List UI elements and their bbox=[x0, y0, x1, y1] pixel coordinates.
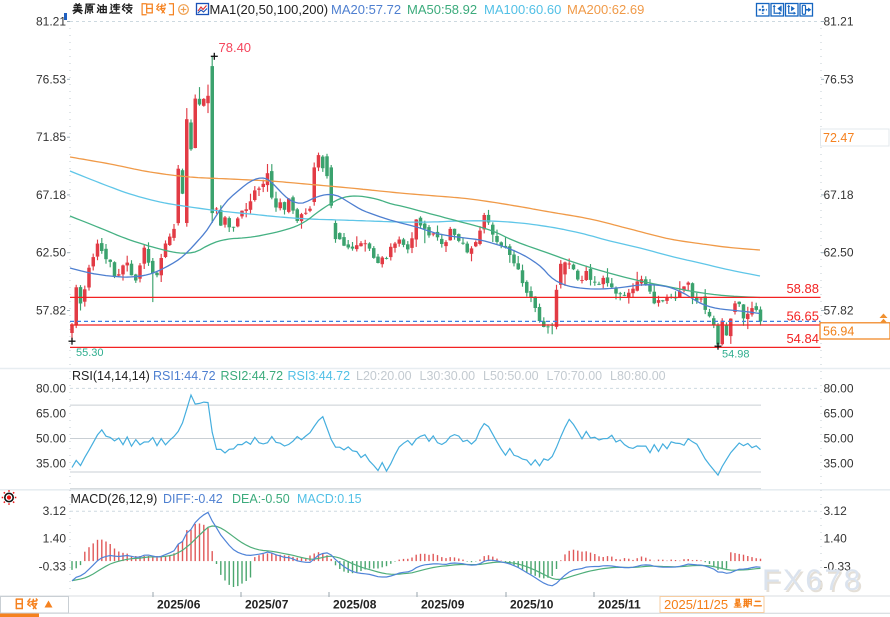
svg-text:62.50: 62.50 bbox=[824, 246, 854, 260]
svg-text:3.12: 3.12 bbox=[824, 504, 848, 518]
svg-text:1.40: 1.40 bbox=[824, 532, 848, 546]
svg-text:67.18: 67.18 bbox=[824, 188, 854, 202]
svg-text:50.00: 50.00 bbox=[824, 432, 854, 446]
svg-text:DEA:-0.50: DEA:-0.50 bbox=[232, 492, 290, 506]
svg-text:MA20:57.72: MA20:57.72 bbox=[331, 2, 401, 17]
svg-text:L30:30.00: L30:30.00 bbox=[420, 369, 476, 383]
svg-text:L70:70.00: L70:70.00 bbox=[547, 369, 603, 383]
svg-text:2025/09: 2025/09 bbox=[421, 598, 465, 612]
svg-text:67.18: 67.18 bbox=[36, 188, 66, 202]
svg-text:76.53: 76.53 bbox=[824, 72, 854, 86]
svg-text:57.82: 57.82 bbox=[36, 304, 66, 318]
svg-text:2025/06: 2025/06 bbox=[157, 598, 201, 612]
svg-text:50.00: 50.00 bbox=[36, 432, 66, 446]
svg-text:80.00: 80.00 bbox=[824, 381, 854, 395]
svg-text:35.00: 35.00 bbox=[36, 457, 66, 471]
svg-text:MA100:60.60: MA100:60.60 bbox=[484, 2, 561, 17]
svg-text:56.94: 56.94 bbox=[823, 325, 854, 339]
svg-text:L50:50.00: L50:50.00 bbox=[483, 369, 539, 383]
svg-text:MA50:58.92: MA50:58.92 bbox=[407, 2, 477, 17]
svg-text:72.47: 72.47 bbox=[823, 131, 854, 145]
svg-text:81.21: 81.21 bbox=[36, 15, 66, 29]
svg-text:MACD(26,12,9): MACD(26,12,9) bbox=[71, 492, 158, 506]
svg-text:65.00: 65.00 bbox=[824, 407, 854, 421]
svg-text:MA1(20,50,100,200): MA1(20,50,100,200) bbox=[210, 2, 329, 17]
svg-text:-0.33: -0.33 bbox=[824, 559, 852, 573]
svg-text:2025/11/25: 2025/11/25 bbox=[664, 597, 728, 612]
svg-text:35.00: 35.00 bbox=[824, 457, 854, 471]
svg-text:2025/11: 2025/11 bbox=[598, 598, 641, 612]
svg-text:57.82: 57.82 bbox=[824, 304, 854, 318]
svg-text:L20:20.00: L20:20.00 bbox=[356, 369, 412, 383]
svg-text:2025/07: 2025/07 bbox=[245, 598, 289, 612]
svg-text:78.40: 78.40 bbox=[219, 40, 252, 55]
svg-text:-0.33: -0.33 bbox=[39, 559, 67, 573]
svg-text:56.65: 56.65 bbox=[786, 309, 819, 324]
svg-text:RSI1:44.72: RSI1:44.72 bbox=[153, 369, 216, 383]
svg-text:76.53: 76.53 bbox=[36, 72, 66, 86]
svg-text:RSI3:44.72: RSI3:44.72 bbox=[288, 369, 351, 383]
svg-text:RSI(14,14,14): RSI(14,14,14) bbox=[72, 369, 150, 383]
svg-text:L80:80.00: L80:80.00 bbox=[610, 369, 666, 383]
svg-text:2025/10: 2025/10 bbox=[510, 598, 554, 612]
svg-text:55.30: 55.30 bbox=[76, 347, 104, 359]
svg-text:MACD:0.15: MACD:0.15 bbox=[297, 492, 362, 506]
svg-text:RSI2:44.72: RSI2:44.72 bbox=[221, 369, 284, 383]
svg-text:81.21: 81.21 bbox=[824, 15, 854, 29]
svg-text:DIFF:-0.42: DIFF:-0.42 bbox=[163, 492, 223, 506]
svg-text:80.00: 80.00 bbox=[36, 381, 66, 395]
svg-text:65.00: 65.00 bbox=[36, 407, 66, 421]
svg-text:71.85: 71.85 bbox=[36, 130, 66, 144]
svg-text:MA200:62.69: MA200:62.69 bbox=[567, 2, 644, 17]
svg-text:2025/08: 2025/08 bbox=[333, 598, 377, 612]
svg-text:54.98: 54.98 bbox=[722, 349, 750, 361]
svg-text:3.12: 3.12 bbox=[43, 504, 67, 518]
svg-text:62.50: 62.50 bbox=[36, 246, 66, 260]
svg-text:54.84: 54.84 bbox=[786, 331, 819, 346]
svg-text:FX678: FX678 bbox=[764, 566, 865, 599]
svg-text:1.40: 1.40 bbox=[43, 532, 67, 546]
svg-text:58.88: 58.88 bbox=[786, 281, 819, 296]
svg-text:FX678: FX678 bbox=[762, 564, 863, 597]
